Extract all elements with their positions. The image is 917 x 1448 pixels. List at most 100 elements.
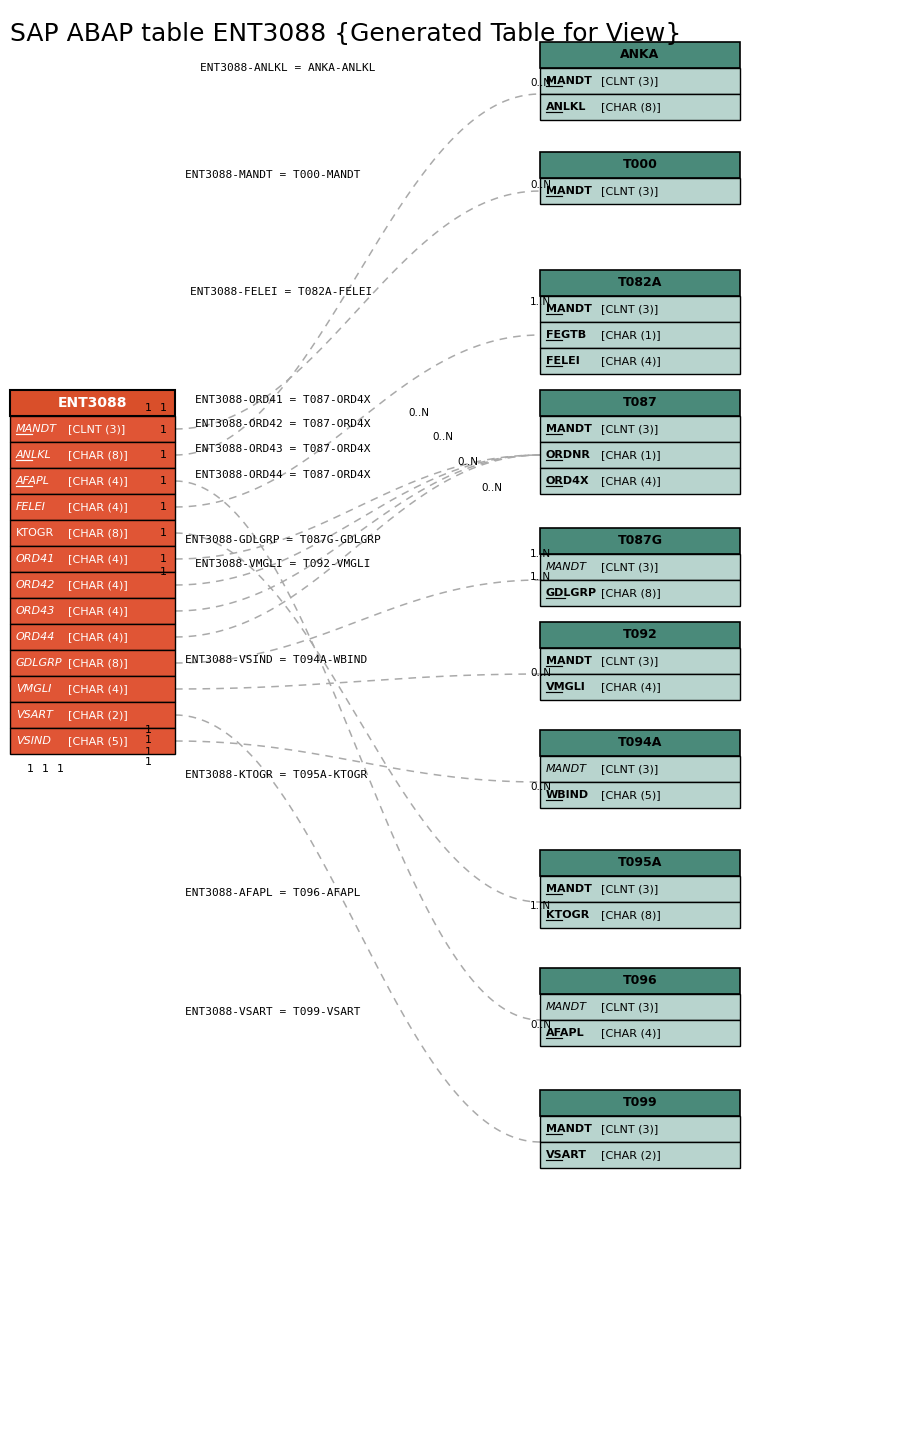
- Text: MANDT: MANDT: [546, 185, 591, 195]
- Text: 1: 1: [160, 568, 167, 576]
- Text: [CHAR (4)]: [CHAR (4)]: [601, 682, 661, 692]
- Text: MANDT: MANDT: [546, 883, 591, 893]
- Text: 1: 1: [41, 765, 49, 775]
- Text: [CHAR (8)]: [CHAR (8)]: [68, 657, 127, 668]
- Bar: [540, 529, 740, 555]
- Text: [CLNT (3)]: [CLNT (3)]: [601, 562, 658, 572]
- Text: VMGLI: VMGLI: [16, 683, 51, 694]
- Bar: [540, 1090, 740, 1116]
- Text: MANDT: MANDT: [546, 765, 587, 775]
- Text: VSART: VSART: [546, 1150, 587, 1160]
- Text: T096: T096: [623, 975, 657, 988]
- Bar: [540, 416, 740, 442]
- Text: 0..N: 0..N: [530, 78, 551, 88]
- Bar: [10, 390, 175, 416]
- Bar: [540, 1019, 740, 1045]
- Text: ENT3088-ORD43 = T087-ORD4X: ENT3088-ORD43 = T087-ORD4X: [195, 445, 370, 455]
- Text: ENT3088: ENT3088: [58, 395, 127, 410]
- Bar: [540, 94, 740, 120]
- Text: 1..N: 1..N: [530, 901, 551, 911]
- Bar: [540, 876, 740, 902]
- Text: 0..N: 0..N: [530, 668, 551, 678]
- Bar: [540, 649, 740, 673]
- Text: [CHAR (5)]: [CHAR (5)]: [68, 736, 127, 746]
- Text: [CHAR (4)]: [CHAR (4)]: [68, 476, 127, 487]
- Text: T094A: T094A: [618, 737, 662, 750]
- Bar: [540, 178, 740, 204]
- Bar: [540, 152, 740, 178]
- Bar: [540, 850, 740, 876]
- Text: [CHAR (2)]: [CHAR (2)]: [68, 710, 127, 720]
- Text: ORD43: ORD43: [16, 607, 55, 615]
- Text: T087G: T087G: [617, 534, 662, 547]
- Text: 0..N: 0..N: [530, 180, 551, 190]
- Text: ORD42: ORD42: [16, 581, 55, 589]
- Bar: [10, 572, 175, 598]
- Text: MANDT: MANDT: [16, 424, 57, 434]
- Text: T087: T087: [623, 397, 657, 410]
- Text: ENT3088-ORD41 = T087-ORD4X: ENT3088-ORD41 = T087-ORD4X: [195, 395, 370, 405]
- Text: ANLKL: ANLKL: [546, 101, 586, 111]
- Text: [CHAR (1)]: [CHAR (1)]: [601, 330, 660, 340]
- Bar: [10, 650, 175, 676]
- Text: 1: 1: [27, 765, 34, 775]
- Text: [CLNT (3)]: [CLNT (3)]: [601, 304, 658, 314]
- Bar: [540, 902, 740, 928]
- Text: 1: 1: [160, 426, 167, 434]
- Bar: [10, 416, 175, 442]
- Text: GDLGRP: GDLGRP: [16, 657, 62, 668]
- Text: [CHAR (8)]: [CHAR (8)]: [68, 450, 127, 460]
- Text: MANDT: MANDT: [546, 1124, 591, 1134]
- Text: [CLNT (3)]: [CLNT (3)]: [601, 765, 658, 775]
- Text: AFAPL: AFAPL: [16, 476, 50, 487]
- Text: VSIND: VSIND: [16, 736, 51, 746]
- Bar: [540, 673, 740, 699]
- Text: ENT3088-ANLKL = ANKA-ANLKL: ENT3088-ANLKL = ANKA-ANLKL: [200, 64, 375, 72]
- Text: ORDNR: ORDNR: [546, 450, 591, 460]
- Text: 1..N: 1..N: [530, 297, 551, 307]
- Text: FELEI: FELEI: [546, 356, 580, 366]
- Bar: [540, 730, 740, 756]
- Bar: [540, 68, 740, 94]
- Bar: [540, 42, 740, 68]
- Text: 1: 1: [160, 450, 167, 460]
- Bar: [10, 442, 175, 468]
- Text: [CLNT (3)]: [CLNT (3)]: [601, 656, 658, 666]
- Bar: [10, 624, 175, 650]
- Text: MANDT: MANDT: [546, 75, 591, 85]
- Text: 1..N: 1..N: [530, 549, 551, 559]
- Text: VSART: VSART: [16, 710, 53, 720]
- Text: ENT3088-ORD42 = T087-ORD4X: ENT3088-ORD42 = T087-ORD4X: [195, 418, 370, 429]
- Bar: [540, 756, 740, 782]
- Text: 0..N: 0..N: [457, 458, 478, 468]
- Bar: [540, 993, 740, 1019]
- Text: MANDT: MANDT: [546, 304, 591, 314]
- Text: MANDT: MANDT: [546, 1002, 587, 1012]
- Bar: [10, 676, 175, 702]
- Text: ENT3088-VSIND = T094A-WBIND: ENT3088-VSIND = T094A-WBIND: [185, 654, 367, 665]
- Text: T095A: T095A: [618, 857, 662, 869]
- Text: [CHAR (8)]: [CHAR (8)]: [601, 588, 661, 598]
- Text: [CHAR (2)]: [CHAR (2)]: [601, 1150, 661, 1160]
- Text: MANDT: MANDT: [546, 424, 591, 434]
- Text: 1: 1: [57, 765, 63, 775]
- Bar: [540, 468, 740, 494]
- Text: 1..N: 1..N: [530, 572, 551, 582]
- Bar: [540, 295, 740, 321]
- Text: ENT3088-MANDT = T000-MANDT: ENT3088-MANDT = T000-MANDT: [185, 169, 360, 180]
- Text: 0..N: 0..N: [530, 782, 551, 792]
- Text: [CHAR (4)]: [CHAR (4)]: [601, 356, 661, 366]
- Text: [CHAR (4)]: [CHAR (4)]: [68, 683, 127, 694]
- Text: 1: 1: [145, 747, 151, 757]
- Text: [CHAR (8)]: [CHAR (8)]: [601, 101, 661, 111]
- Bar: [540, 782, 740, 808]
- Text: ANLKL: ANLKL: [16, 450, 51, 460]
- Text: MANDT: MANDT: [546, 562, 587, 572]
- Text: ENT3088-ORD44 = T087-ORD4X: ENT3088-ORD44 = T087-ORD4X: [195, 471, 370, 479]
- Text: T000: T000: [623, 158, 657, 171]
- Text: [CHAR (4)]: [CHAR (4)]: [68, 581, 127, 589]
- Bar: [10, 468, 175, 494]
- Text: 1: 1: [160, 529, 167, 539]
- Text: ORD44: ORD44: [16, 631, 55, 641]
- Bar: [10, 702, 175, 728]
